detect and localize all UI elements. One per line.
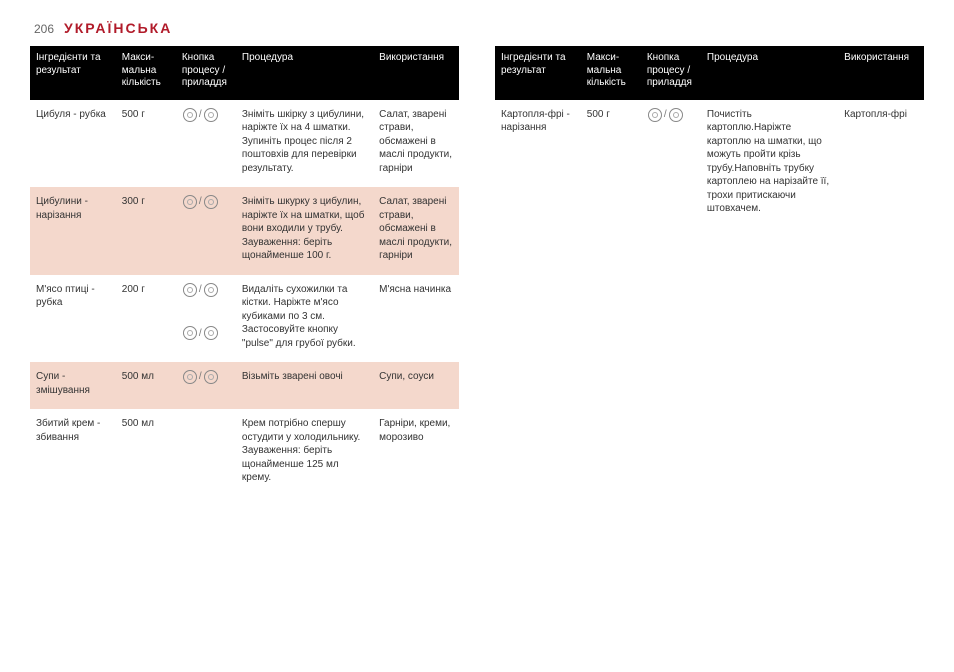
ingredients-table-left: Інгредієнти та результат Макси-мальна кі… bbox=[30, 46, 459, 497]
cell-ingredient: Цибулини - нарізання bbox=[30, 187, 116, 275]
cell-button: / bbox=[176, 275, 236, 319]
accessory-icon bbox=[669, 108, 683, 122]
cell-ingredient: Збитий крем - збивання bbox=[30, 409, 116, 497]
cell-button: / bbox=[176, 318, 236, 362]
cell-use: Салат, зварені страви, обсмажені в маслі… bbox=[373, 187, 459, 275]
table-header-row: Інгредієнти та результат Макси-мальна кі… bbox=[495, 46, 924, 100]
cell-qty: 300 г bbox=[116, 187, 176, 275]
cell-button: / bbox=[641, 100, 701, 228]
process-icon bbox=[183, 326, 197, 340]
table-row: Цибуля - рубка 500 г / Зніміть шкірку з … bbox=[30, 100, 459, 188]
cell-proc: Візьміть зварені овочі bbox=[236, 362, 373, 409]
slash-icon: / bbox=[199, 108, 202, 122]
page-header: 206 УКРАЇНСЬКА bbox=[34, 20, 924, 36]
cell-qty: 500 г bbox=[116, 100, 176, 188]
accessory-icon bbox=[204, 370, 218, 384]
slash-icon: / bbox=[199, 283, 202, 297]
right-column: Інгредієнти та результат Макси-мальна кі… bbox=[495, 46, 924, 497]
cell-proc: Почистіть картоплю.Наріжте картоплю на ш… bbox=[701, 100, 838, 228]
accessory-icon bbox=[204, 283, 218, 297]
accessory-icon bbox=[204, 326, 218, 340]
cell-button: / bbox=[176, 362, 236, 409]
th-proc: Процедура bbox=[701, 46, 838, 100]
cell-use: М'ясна начинка bbox=[373, 275, 459, 363]
slash-icon: / bbox=[199, 370, 202, 384]
process-icon bbox=[183, 195, 197, 209]
process-icon bbox=[183, 370, 197, 384]
table-row: Супи - змішування 500 мл / Візьміть звар… bbox=[30, 362, 459, 409]
cell-button: / bbox=[176, 187, 236, 275]
cell-proc: Зніміть шкірку з цибулини, наріжте їх на… bbox=[236, 100, 373, 188]
content-columns: Інгредієнти та результат Макси-мальна кі… bbox=[30, 46, 924, 497]
th-use: Використання bbox=[373, 46, 459, 100]
slash-icon: / bbox=[664, 108, 667, 122]
cell-ingredient: Цибуля - рубка bbox=[30, 100, 116, 188]
cell-ingredient: М'ясо птиці - рубка bbox=[30, 275, 116, 363]
th-ingredient: Інгредієнти та результат bbox=[495, 46, 581, 100]
slash-icon: / bbox=[199, 195, 202, 209]
cell-qty: 500 г bbox=[581, 100, 641, 228]
cell-use: Салат, зварені страви, обсмажені в маслі… bbox=[373, 100, 459, 188]
th-ingredient: Інгредієнти та результат bbox=[30, 46, 116, 100]
th-proc: Процедура bbox=[236, 46, 373, 100]
cell-proc: Зніміть шкурку з цибулин, наріжте їх на … bbox=[236, 187, 373, 275]
cell-proc: Крем потрібно спершу остудити у холодиль… bbox=[236, 409, 373, 497]
table-row: Картопля-фрі - нарізання 500 г / Почисті… bbox=[495, 100, 924, 228]
table-header-row: Інгредієнти та результат Макси-мальна кі… bbox=[30, 46, 459, 100]
process-icon bbox=[183, 283, 197, 297]
process-icon bbox=[183, 108, 197, 122]
cell-qty: 200 г bbox=[116, 275, 176, 363]
th-use: Використання bbox=[838, 46, 924, 100]
th-button: Кнопка процесу / приладдя bbox=[641, 46, 701, 100]
accessory-icon bbox=[204, 108, 218, 122]
table-row: Збитий крем - збивання 500 мл Крем потрі… bbox=[30, 409, 459, 497]
cell-use: Гарніри, креми, морозиво bbox=[373, 409, 459, 497]
table-row: Цибулини - нарізання 300 г / Зніміть шку… bbox=[30, 187, 459, 275]
slash-icon: / bbox=[199, 327, 202, 341]
cell-ingredient: Картопля-фрі - нарізання bbox=[495, 100, 581, 228]
cell-button bbox=[176, 409, 236, 497]
table-row: М'ясо птиці - рубка 200 г / Видаліть сух… bbox=[30, 275, 459, 319]
cell-use: Картопля-фрі bbox=[838, 100, 924, 228]
cell-use: Супи, соуси bbox=[373, 362, 459, 409]
accessory-icon bbox=[204, 195, 218, 209]
cell-proc: Видаліть сухожилки та кістки. Наріжте м'… bbox=[236, 275, 373, 363]
th-qty: Макси-мальна кількість bbox=[116, 46, 176, 100]
process-icon bbox=[648, 108, 662, 122]
th-qty: Макси-мальна кількість bbox=[581, 46, 641, 100]
cell-ingredient: Супи - змішування bbox=[30, 362, 116, 409]
left-column: Інгредієнти та результат Макси-мальна кі… bbox=[30, 46, 459, 497]
language-title: УКРАЇНСЬКА bbox=[64, 20, 172, 36]
page-number: 206 bbox=[34, 22, 54, 36]
cell-qty: 500 мл bbox=[116, 409, 176, 497]
cell-qty: 500 мл bbox=[116, 362, 176, 409]
ingredients-table-right: Інгредієнти та результат Макси-мальна кі… bbox=[495, 46, 924, 228]
th-button: Кнопка процесу / приладдя bbox=[176, 46, 236, 100]
cell-button: / bbox=[176, 100, 236, 188]
